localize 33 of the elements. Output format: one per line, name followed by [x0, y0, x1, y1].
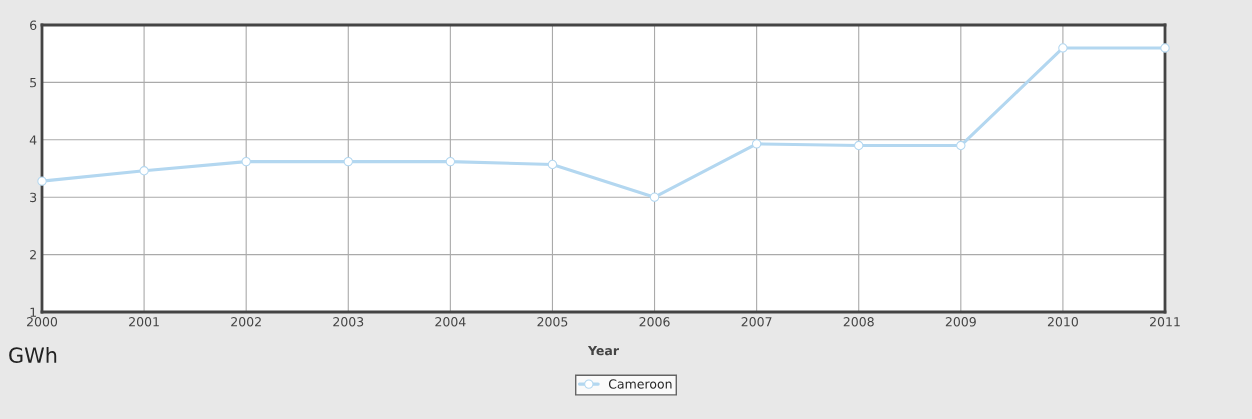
y-tick-label: 3	[30, 192, 37, 203]
x-tick-label: 2003	[333, 317, 364, 327]
x-tick-label: 2010	[1047, 317, 1078, 327]
x-tick-label: 2004	[435, 317, 466, 327]
x-axis-title: Year	[587, 346, 619, 356]
y-tick-label: 1	[30, 307, 36, 317]
point	[241, 156, 251, 167]
x-tick-label: 2008	[843, 317, 874, 327]
point	[547, 159, 558, 170]
x-tick-label: 2005	[537, 317, 568, 327]
x-tick-label: 2009	[945, 317, 976, 327]
x-tick-label: 2000	[27, 317, 58, 327]
x-tick-label: 2007	[741, 317, 772, 327]
point	[1160, 43, 1170, 53]
x-tick-label: 2011	[1150, 317, 1180, 327]
y-tick-label: 5	[30, 78, 37, 88]
point	[343, 156, 353, 167]
legend-label: Cameroon	[608, 379, 672, 389]
point	[751, 139, 762, 149]
y-tick-label: 4	[29, 135, 37, 145]
y-tick-label: 2	[30, 250, 36, 260]
point	[445, 156, 456, 167]
x-tick-label: 2001	[129, 317, 159, 327]
x-tick-label: 2002	[231, 317, 261, 327]
x-tick-label: 2006	[639, 317, 670, 327]
point	[649, 192, 660, 202]
point	[1058, 43, 1068, 53]
point	[956, 140, 966, 151]
point	[37, 176, 47, 186]
y-tick-label: 6	[30, 20, 37, 30]
y-axis-title: GWh	[9, 346, 57, 364]
point	[854, 140, 864, 151]
point	[139, 166, 149, 176]
